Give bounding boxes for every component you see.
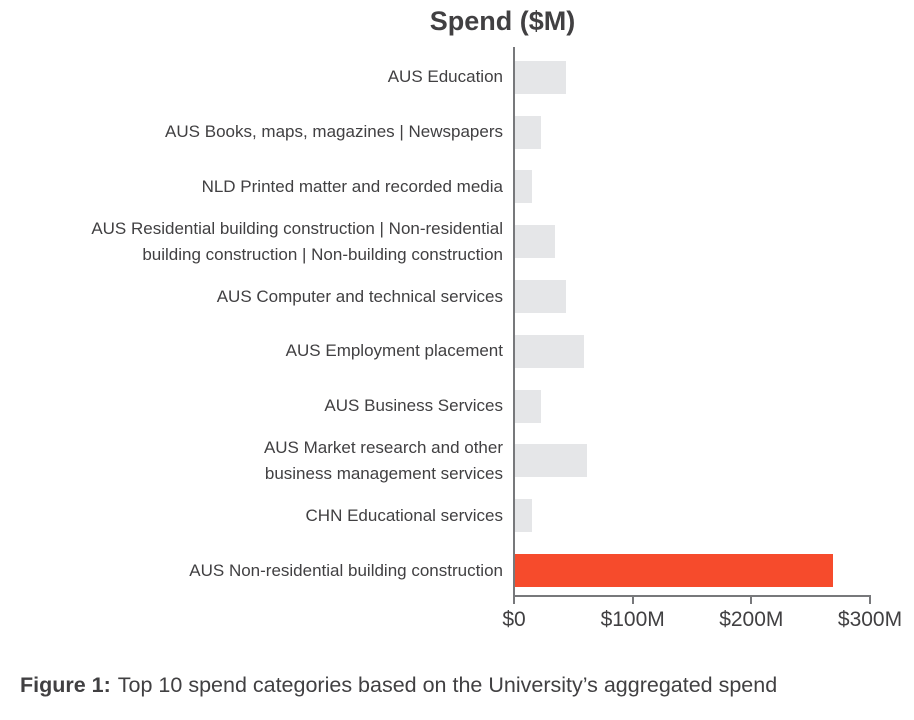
table-row: CHN Educational services (0, 488, 914, 543)
category-label: AUS Education (387, 67, 503, 87)
category-label: AUS Non-residential building constructio… (189, 560, 503, 580)
category-label: NLD Printed matter and recorded media (201, 176, 503, 196)
bar (515, 499, 532, 533)
bar-track (515, 444, 914, 478)
y-axis-line (513, 47, 515, 597)
x-axis-line (513, 595, 870, 597)
bar-track (515, 170, 914, 204)
bar-track (515, 554, 914, 588)
bar-track (515, 334, 914, 368)
tick-mark (750, 595, 753, 604)
bar (515, 280, 566, 314)
x-tick-label: $100M (600, 608, 665, 631)
chart-title: Spend ($M) (429, 6, 576, 36)
bar (515, 334, 584, 368)
x-tick-label: $200M (719, 608, 784, 631)
table-row: AUS Business Services (0, 379, 914, 434)
table-row: AUS Residential building construction | … (0, 214, 914, 269)
x-tick-label: $0 (502, 608, 526, 631)
category-label: AUS Computer and technical services (216, 286, 503, 306)
figure-caption: Figure 1: Top 10 spend categories based o… (20, 673, 777, 698)
tick-mark (513, 595, 515, 604)
tick-mark (869, 595, 871, 604)
bar (515, 170, 532, 204)
bar (515, 60, 566, 94)
bar (515, 444, 588, 478)
bar-track (515, 60, 914, 94)
bar-track (515, 389, 914, 423)
table-row: AUS Computer and technical services (0, 269, 914, 324)
bar-track (515, 115, 914, 149)
table-row: AUS Market research and other business m… (0, 434, 914, 489)
x-tick-label: $300M (837, 608, 903, 631)
category-label: AUS Residential building construction | … (91, 218, 503, 264)
table-row: NLD Printed matter and recorded media (0, 160, 914, 215)
bar (515, 225, 556, 259)
category-label: AUS Books, maps, magazines | Newspapers (165, 122, 503, 142)
bar (515, 554, 833, 588)
table-row: AUS Non-residential building constructio… (0, 543, 914, 598)
bar (515, 389, 542, 423)
bar (515, 115, 542, 149)
category-label: CHN Educational services (305, 505, 503, 525)
category-label: AUS Market research and other business m… (263, 437, 503, 483)
caption-prefix: Figure 1: (20, 673, 111, 697)
bar-rows: AUS Education AUS Books, maps, magazines… (0, 50, 914, 598)
bar-track (515, 499, 914, 533)
table-row: AUS Education (0, 50, 914, 105)
bar-track (515, 280, 914, 314)
category-label: AUS Employment placement (285, 341, 503, 361)
caption-text: Top 10 spend categories based on the Uni… (117, 673, 778, 697)
bar-track (515, 225, 914, 259)
table-row: AUS Books, maps, magazines | Newspapers (0, 105, 914, 160)
table-row: AUS Employment placement (0, 324, 914, 379)
category-label: AUS Business Services (324, 396, 503, 416)
tick-mark (631, 595, 634, 604)
